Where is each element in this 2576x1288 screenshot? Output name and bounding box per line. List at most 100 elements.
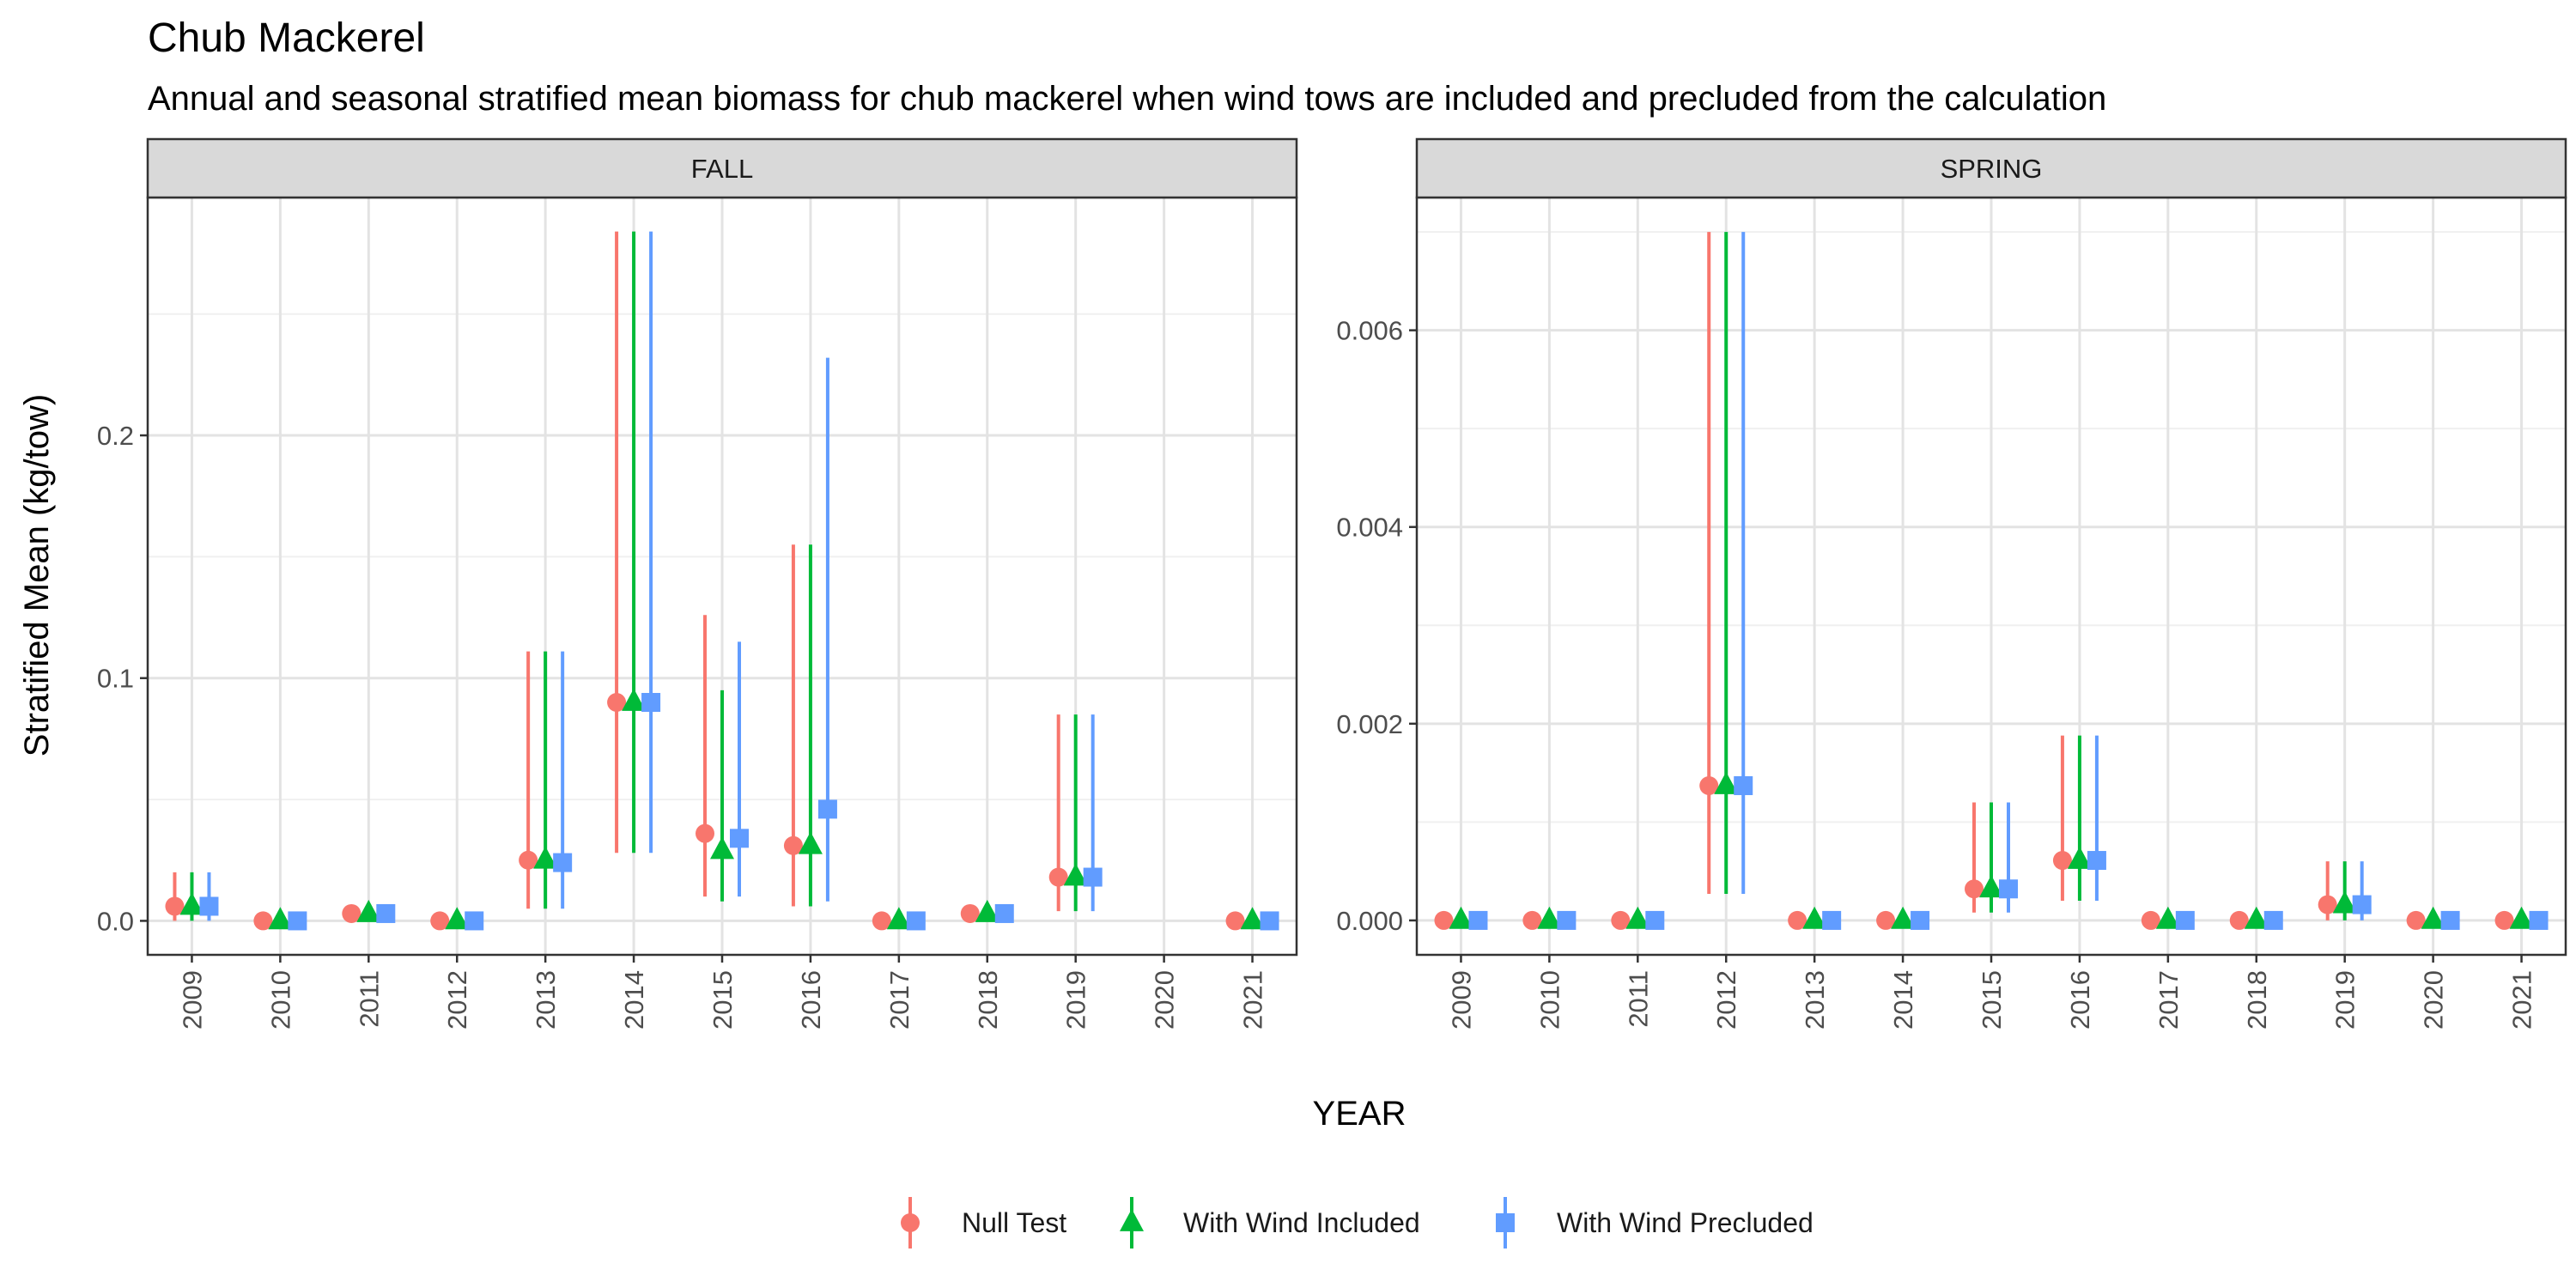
data-point (268, 907, 293, 930)
legend-label: With Wind Included (1183, 1207, 1420, 1238)
x-tick-label: 2010 (1534, 970, 1564, 1030)
data-point (1876, 910, 1896, 930)
data-point (960, 903, 980, 923)
data-point (1714, 771, 1739, 794)
data-point (2244, 906, 2269, 929)
data-point (1979, 875, 2003, 898)
series-null-test (165, 231, 1245, 931)
data-point (2067, 846, 2092, 869)
x-tick-label: 2017 (2154, 970, 2184, 1030)
data-point (2421, 906, 2445, 929)
x-tick-label: 2009 (177, 970, 207, 1030)
data-point (445, 907, 470, 930)
x-tick-label: 2016 (2065, 970, 2095, 1030)
chart-subtitle: Annual and seasonal stratified mean biom… (148, 80, 2106, 118)
data-point (1468, 910, 1488, 930)
data-point (1965, 879, 1984, 899)
data-point (376, 903, 396, 923)
x-tick-label: 2012 (442, 970, 472, 1030)
legend: Null Test With Wind Included With Wind Pre… (901, 1197, 1814, 1249)
data-point (2175, 910, 2195, 930)
x-tick-label: 2013 (531, 970, 561, 1030)
facet-strip (146, 137, 1298, 199)
x-tick-label: 2014 (1888, 970, 1918, 1030)
data-point (1891, 906, 1916, 929)
facet-strip (1415, 137, 2567, 199)
data-point (783, 835, 803, 855)
data-point (2087, 851, 2106, 871)
series-with-wind-included (179, 231, 1265, 930)
x-tick-label: 2017 (884, 970, 914, 1030)
x-tick-label: 2019 (1061, 970, 1091, 1030)
y-tick-label: 0.000 (1336, 906, 1403, 936)
data-point (2052, 851, 2072, 871)
data-point (199, 896, 219, 916)
x-tick-label: 2019 (2330, 970, 2360, 1030)
data-point (1522, 910, 1542, 930)
data-point (798, 831, 823, 854)
panels: FALL 0.0 0.1 0.2 2009 2010 2011 2012 2013 2014 201… (97, 137, 2567, 1030)
legend-label: Null Test (962, 1207, 1066, 1238)
panel-spring: SPRING 0.000 0.002 0.004 0.006 2009 2010 2011 20… (1336, 137, 2567, 1030)
facet-strip-label: FALL (691, 154, 753, 184)
legend-item-with-wind-included: With Wind Included (1120, 1197, 1420, 1249)
data-point (1434, 910, 1454, 930)
y-tick-label: 0.004 (1336, 513, 1403, 543)
x-tick-label: 2011 (354, 970, 384, 1028)
data-point (1557, 910, 1577, 930)
data-point (1449, 906, 1473, 929)
y-tick-label: 0.006 (1336, 316, 1403, 346)
data-point (1240, 907, 1265, 930)
data-point (1822, 910, 1842, 930)
x-tick-label: 2020 (1150, 970, 1180, 1030)
data-point (1260, 911, 1279, 931)
x-tick-label: 2013 (1800, 970, 1830, 1030)
x-tick-label: 2020 (2419, 970, 2449, 1030)
data-point (622, 688, 647, 711)
legend-label: With Wind Precluded (1557, 1207, 1814, 1238)
facet-strip-label: SPRING (1941, 154, 2043, 184)
data-point (253, 911, 273, 931)
data-point (2494, 910, 2514, 930)
data-point (730, 829, 749, 848)
data-point (1083, 867, 1103, 887)
data-point (2229, 910, 2249, 930)
data-point (553, 853, 573, 872)
x-tick-label: 2010 (265, 970, 295, 1030)
x-tick-label: 2018 (2242, 970, 2272, 1030)
data-point (465, 911, 484, 931)
x-tick-label: 2009 (1446, 970, 1476, 1030)
x-tick-label: 2021 (1238, 970, 1268, 1030)
legend-item-null-test: Null Test (901, 1197, 1066, 1249)
x-axis-title: YEAR (1313, 1095, 1406, 1133)
x-tick-label: 2015 (708, 970, 738, 1030)
data-point (1802, 906, 1827, 929)
data-point (2155, 906, 2180, 929)
y-tick-label: 0.0 (97, 906, 134, 936)
data-point (1699, 775, 1719, 795)
data-point (1537, 906, 1562, 929)
data-point (2440, 910, 2460, 930)
y-tick-label: 0.2 (97, 421, 134, 451)
x-tick-label: 2012 (1711, 970, 1741, 1030)
data-point (165, 896, 185, 916)
x-tick-label: 2018 (973, 970, 1003, 1030)
data-point (2263, 910, 2283, 930)
data-point (2406, 910, 2426, 930)
panel-fall: FALL 0.0 0.1 0.2 2009 2010 2011 2012 2013 2014 201… (97, 137, 1298, 1030)
data-point (519, 850, 538, 870)
data-point (342, 903, 361, 923)
data-point (872, 911, 891, 931)
data-point (2332, 890, 2357, 914)
data-point (1911, 910, 1930, 930)
data-point (179, 892, 204, 915)
data-point (710, 836, 734, 860)
data-point (817, 799, 837, 819)
data-point (1734, 775, 1753, 795)
data-point (2318, 895, 2337, 914)
data-point (2141, 910, 2160, 930)
data-point (607, 693, 627, 712)
data-point (430, 911, 450, 931)
x-tick-label: 2015 (1977, 970, 2007, 1030)
